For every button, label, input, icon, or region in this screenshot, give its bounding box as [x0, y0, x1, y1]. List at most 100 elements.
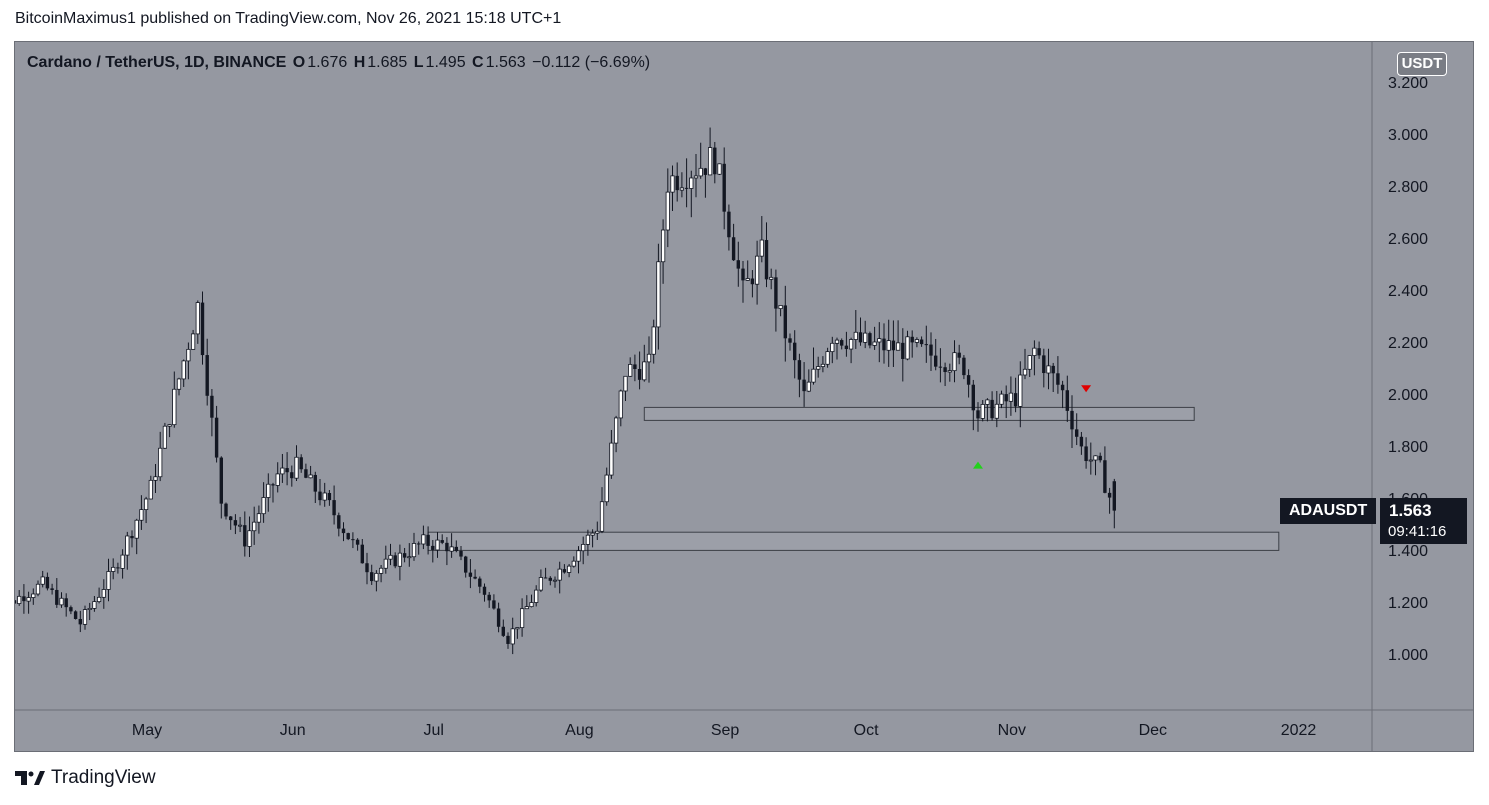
time-tick-label: Dec [1138, 722, 1168, 739]
candle [162, 422, 167, 449]
candles [15, 127, 1116, 655]
candle [1037, 341, 1041, 359]
tradingview-logo[interactable]: TradingView [15, 767, 156, 789]
candle-body-up [759, 239, 764, 257]
candle-body-up [153, 476, 158, 481]
candle [736, 241, 740, 287]
candle [22, 584, 26, 614]
candle-body-down [233, 520, 238, 526]
candle-body-down [285, 468, 289, 473]
candle [774, 269, 778, 332]
candle-body-up [886, 340, 891, 351]
candle [1107, 487, 1112, 514]
candle-body-up [1018, 374, 1023, 407]
candle-body-down [482, 586, 487, 595]
candle-body-up [872, 341, 877, 346]
candle [1032, 340, 1037, 376]
candle [1046, 348, 1051, 390]
candle-body-down [548, 577, 552, 581]
chart-axes [15, 42, 1473, 751]
candle [576, 546, 581, 574]
time-tick-label: Aug [565, 722, 594, 739]
candle [252, 506, 257, 545]
legend-high-label: H [353, 54, 366, 71]
candle [101, 579, 106, 609]
candle-body-up [120, 554, 125, 569]
candle-body-up [1093, 455, 1098, 461]
candle [464, 555, 468, 578]
candle [585, 529, 591, 556]
candle [59, 592, 64, 608]
candle [778, 305, 783, 317]
candle-body-up [529, 602, 534, 608]
legend-symbol: Cardano / TetherUS, 1D, BINANCE [27, 54, 287, 71]
candle [797, 353, 802, 398]
candle [87, 602, 92, 621]
candle [519, 598, 525, 637]
candle [934, 338, 938, 371]
candle [299, 454, 303, 473]
candle [985, 398, 990, 422]
candle-body-up [952, 352, 957, 372]
candle [853, 310, 858, 349]
candle [190, 329, 196, 350]
candle-body-down [1075, 429, 1079, 437]
currency-badge[interactable]: USDT [1397, 52, 1447, 76]
candle [731, 223, 736, 261]
candle-body-up [557, 568, 562, 581]
candle-body-up [623, 375, 628, 392]
candle [378, 565, 384, 583]
candle [120, 549, 125, 579]
candle [727, 204, 731, 251]
candle [440, 534, 444, 545]
candlestick-chart[interactable] [15, 42, 1473, 751]
candle-body-down [1079, 436, 1084, 447]
candle [313, 471, 317, 504]
candle-body-down [130, 535, 134, 539]
candle-body-down [1056, 373, 1060, 385]
candle-body-down [943, 367, 947, 373]
candle [1013, 377, 1018, 413]
candle [571, 556, 576, 568]
candle [35, 580, 41, 597]
candle [872, 326, 877, 350]
price-tick-label: 2.200 [1388, 335, 1429, 352]
candle-body-up [421, 534, 426, 545]
candle [290, 465, 294, 487]
candle-body-up [190, 333, 196, 350]
candle-body-down [116, 567, 120, 569]
candle-body-down [966, 375, 971, 385]
candle-body-up [449, 546, 454, 552]
candle-body-up [308, 474, 313, 479]
candle-body-down [440, 540, 444, 543]
candle-body-down [774, 277, 778, 309]
candle-body-down [45, 576, 50, 589]
candle-body-down [426, 534, 430, 546]
candle-body-up [599, 501, 605, 532]
candle [999, 390, 1004, 409]
candle [341, 522, 346, 542]
candle-body-up [97, 596, 102, 603]
candle [595, 521, 600, 540]
candle [318, 478, 322, 506]
candle-body-up [778, 305, 783, 309]
candle-body-up [947, 370, 952, 373]
candle [280, 453, 285, 483]
candle [1065, 375, 1069, 422]
candle-body-down [360, 544, 364, 564]
candle [1079, 431, 1084, 455]
candle-body-down [1107, 492, 1112, 498]
support-zone [427, 531, 1280, 551]
candle [125, 531, 130, 570]
candle-body-up [618, 390, 623, 419]
candle [92, 595, 97, 612]
candle-body-down [788, 338, 792, 343]
candle [825, 347, 830, 368]
candle [1093, 455, 1098, 476]
candle [722, 147, 726, 230]
candle [143, 496, 149, 524]
candle [618, 389, 623, 427]
candle-body-down [210, 395, 214, 418]
candle-body-up [515, 627, 520, 630]
candle-body-up [745, 278, 750, 281]
